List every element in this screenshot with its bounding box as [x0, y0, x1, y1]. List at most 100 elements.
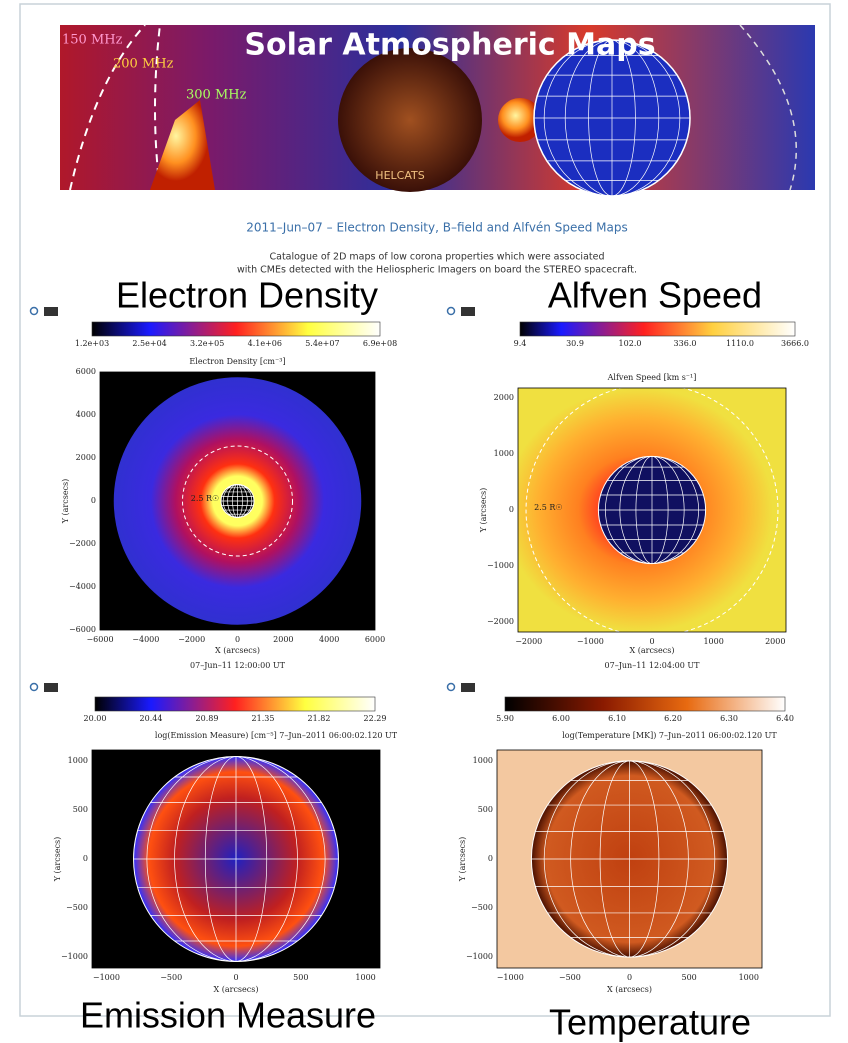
x-tick-label: −6000 [86, 635, 113, 644]
y-tick-label: 500 [73, 805, 88, 814]
y-tick-label: −2000 [487, 617, 514, 626]
colorbar-tick-label: 30.9 [566, 339, 584, 348]
y-tick-label: −500 [471, 903, 493, 912]
colorbar-tick-label: 4.1e+06 [248, 339, 282, 348]
y-tick-label: −1000 [487, 561, 514, 570]
y-tick-label: 1000 [473, 756, 493, 765]
y-tick-label: 2000 [76, 453, 96, 462]
x-tick-label: 6000 [365, 635, 385, 644]
y-tick-label: 1000 [68, 756, 88, 765]
panel-caption: Emission Measure [80, 995, 376, 1036]
colorbar [520, 322, 795, 336]
colorbar-tick-label: 6.00 [552, 714, 570, 723]
plot-title: Electron Density [cm⁻³] [189, 357, 285, 366]
x-tick-label: 1000 [355, 973, 375, 982]
colorbar [92, 322, 380, 336]
colorbar-tick-label: 6.40 [776, 714, 794, 723]
x-axis-label: X (arcsecs) [215, 646, 260, 655]
x-axis-label: X (arcsecs) [607, 985, 652, 994]
colorbar-tick-label: 3.2e+05 [190, 339, 224, 348]
colorbar-tick-label: 5.4e+07 [305, 339, 339, 348]
x-tick-label: −500 [160, 973, 182, 982]
y-tick-label: 4000 [76, 410, 96, 419]
banner-title: Solar Atmospheric Maps [244, 28, 655, 63]
y-axis-label: Y (arcsecs) [61, 479, 70, 525]
y-tick-label: 1000 [494, 449, 514, 458]
y-tick-label: 0 [91, 496, 96, 505]
description: Catalogue of 2D maps of low corona prope… [269, 252, 604, 263]
x-tick-label: 0 [627, 973, 632, 982]
x-tick-label: −1000 [497, 973, 524, 982]
y-tick-label: −1000 [61, 952, 88, 961]
screenshot: Solar Atmospheric Maps 150 MHz 200 MHz 3… [0, 0, 848, 1043]
camera-icon [44, 307, 58, 316]
colorbar-tick-label: 1.2e+03 [75, 339, 109, 348]
colorbar-tick-label: 20.44 [140, 714, 163, 723]
y-axis-label: Y (arcsecs) [53, 837, 62, 883]
colorbar-tick-label: 6.9e+08 [363, 339, 397, 348]
freq-label: 200 MHz [113, 57, 174, 72]
colorbar-tick-label: 5.90 [496, 714, 514, 723]
y-tick-label: −2000 [69, 539, 96, 548]
y-tick-label: 0 [488, 854, 493, 863]
colorbar [505, 697, 785, 711]
colorbar-tick-label: 6.20 [664, 714, 682, 723]
x-tick-label: −500 [559, 973, 581, 982]
colorbar-tick-label: 336.0 [674, 339, 697, 348]
x-tick-label: 4000 [319, 635, 339, 644]
y-tick-label: −6000 [69, 625, 96, 634]
y-tick-label: 2000 [494, 393, 514, 402]
camera-icon [44, 683, 58, 692]
y-axis-label: Y (arcsecs) [479, 488, 488, 534]
colorbar-tick-label: 2.5e+04 [132, 339, 166, 348]
x-tick-label: −1000 [577, 637, 604, 646]
radius-marker: 2.5 R☉ [191, 494, 219, 503]
freq-label: 150 MHz [62, 33, 123, 48]
colorbar-tick-label: 6.30 [720, 714, 738, 723]
colorbar-tick-label: 20.00 [84, 714, 107, 723]
page: Solar Atmospheric Maps 150 MHz 200 MHz 3… [0, 0, 848, 1043]
x-tick-label: 1000 [703, 637, 723, 646]
panel-caption: Electron Density [116, 275, 378, 316]
heading: 2011–Jun–07 – Electron Density, B–field … [246, 221, 627, 235]
x-tick-label: 500 [293, 973, 308, 982]
x-tick-label: 0 [649, 637, 654, 646]
x-tick-label: −4000 [132, 635, 159, 644]
x-tick-label: −2000 [515, 637, 542, 646]
x-tick-label: 0 [233, 973, 238, 982]
logo-text: HELCATS [375, 169, 424, 182]
y-tick-label: 0 [509, 505, 514, 514]
colorbar [95, 697, 375, 711]
colorbar-tick-label: 6.10 [608, 714, 626, 723]
y-tick-label: −4000 [69, 582, 96, 591]
colorbar-tick-label: 102.0 [619, 339, 642, 348]
y-tick-label: −500 [66, 903, 88, 912]
panel-caption: Temperature [549, 1002, 751, 1043]
x-tick-label: −2000 [178, 635, 205, 644]
y-tick-label: −1000 [466, 952, 493, 961]
plot-title: log(Temperature [MK]) 7–Jun–2011 06:00:0… [562, 731, 777, 740]
y-axis-label: Y (arcsecs) [458, 837, 467, 883]
colorbar-tick-label: 20.89 [196, 714, 219, 723]
x-tick-label: 500 [681, 973, 696, 982]
plot-title: Alfven Speed [km s⁻¹] [607, 373, 697, 382]
y-tick-label: 0 [83, 854, 88, 863]
colorbar-tick-label: 22.29 [364, 714, 387, 723]
timestamp: 07–Jun–11 12:00:00 UT [190, 661, 286, 670]
colorbar-tick-label: 21.82 [308, 714, 331, 723]
camera-icon [461, 307, 475, 316]
x-tick-label: 2000 [273, 635, 293, 644]
camera-icon [461, 683, 475, 692]
x-tick-label: 0 [235, 635, 240, 644]
panel-caption: Alfven Speed [548, 275, 762, 316]
y-tick-label: 6000 [76, 367, 96, 376]
x-axis-label: X (arcsecs) [630, 646, 675, 655]
colorbar-tick-label: 21.35 [252, 714, 275, 723]
colorbar-tick-label: 9.4 [514, 339, 527, 348]
x-tick-label: 2000 [765, 637, 785, 646]
x-axis-label: X (arcsecs) [214, 985, 259, 994]
timestamp: 07–Jun–11 12:04:00 UT [605, 661, 701, 670]
freq-label: 300 MHz [186, 88, 247, 103]
radius-marker: 2.5 R☉ [534, 503, 562, 512]
x-tick-label: −1000 [93, 973, 120, 982]
